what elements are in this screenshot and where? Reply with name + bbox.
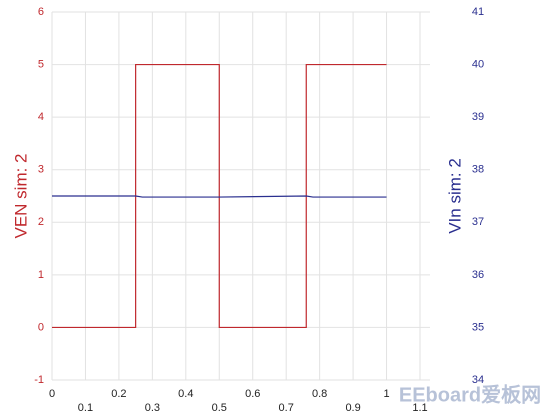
x-tick-label: 1.1	[412, 402, 427, 414]
y2-tick-label: 40	[472, 58, 484, 70]
y2-tick-label: 36	[472, 269, 484, 281]
series-line	[52, 195, 387, 198]
y-tick-label: 5	[38, 58, 44, 70]
x-tick-label: 0.4	[178, 388, 193, 400]
x-tick-label: 0	[49, 388, 55, 400]
x-tick-label: 0.6	[245, 388, 260, 400]
y-tick-label: 2	[38, 216, 44, 228]
y-tick-label: 4	[38, 111, 44, 123]
y-tick-label: 6	[38, 6, 44, 18]
y2-tick-label: 35	[472, 321, 484, 333]
y2-tick-label: 37	[472, 216, 484, 228]
x-tick-label: 0.3	[145, 402, 160, 414]
y-tick-label: 3	[38, 164, 44, 176]
y-tick-label: 1	[38, 269, 44, 281]
y2-axis-label: VIn sim: 2	[445, 158, 464, 234]
series-line	[52, 63, 387, 329]
y2-tick-label: 41	[472, 6, 484, 18]
x-tick-label: 0.8	[312, 388, 327, 400]
watermark: EEboard爱板网	[399, 382, 541, 406]
y2-tick-label: 39	[472, 111, 484, 123]
x-tick-label: 1	[383, 388, 389, 400]
x-tick-label: 0.5	[212, 402, 227, 414]
y-tick-label: -1	[34, 374, 44, 386]
x-tick-label: 0.7	[279, 402, 294, 414]
x-tick-label: 0.2	[111, 388, 126, 400]
y2-tick-label: 38	[472, 164, 484, 176]
y-axis-label: VEN sim: 2	[11, 153, 30, 238]
y-tick-label: 0	[38, 321, 44, 333]
x-tick-label: 0.9	[345, 402, 360, 414]
y2-tick-label: 34	[472, 374, 484, 386]
x-tick-label: 0.1	[78, 402, 93, 414]
